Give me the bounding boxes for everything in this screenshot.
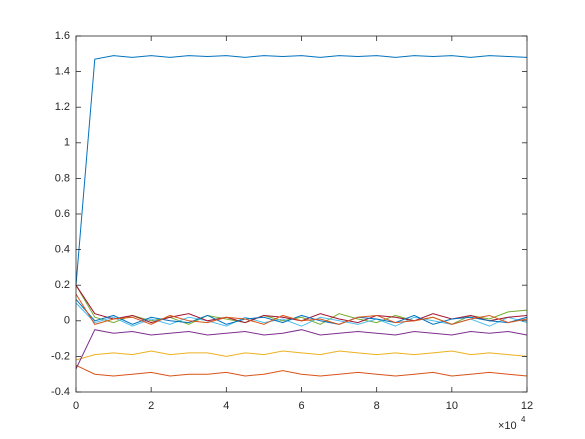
y-tick-label: 1 (64, 137, 70, 149)
series-line (75, 329, 528, 370)
y-tick-label: 0.4 (55, 244, 70, 256)
x-tick-label: 6 (298, 400, 304, 412)
series-line (75, 350, 528, 361)
y-tick-label: 0.8 (55, 172, 70, 184)
series-line (75, 364, 528, 377)
x-tick-label: 2 (148, 400, 154, 412)
x-tick-label: 8 (374, 400, 380, 412)
y-tick-label: -0.4 (51, 386, 70, 398)
x-tick-label: 4 (223, 400, 229, 412)
x-multiplier: ×10 (498, 420, 517, 432)
y-tick-label: 1.4 (55, 66, 70, 78)
series-line (75, 299, 528, 325)
y-tick-label: 1.6 (55, 30, 70, 42)
y-tick-label: -0.2 (51, 350, 70, 362)
x-tick-label: 12 (521, 400, 533, 412)
y-tick-label: 0 (64, 315, 70, 327)
y-tick-label: 0.2 (55, 279, 70, 291)
plot-area (76, 36, 527, 392)
x-tick-label: 10 (446, 400, 458, 412)
x-exponent: 4 (521, 415, 526, 424)
y-tick-label: 1.2 (55, 101, 70, 113)
series-line (75, 55, 528, 286)
x-tick-label: 0 (73, 400, 79, 412)
series-line (75, 293, 528, 325)
y-tick-label: 0.6 (55, 208, 70, 220)
